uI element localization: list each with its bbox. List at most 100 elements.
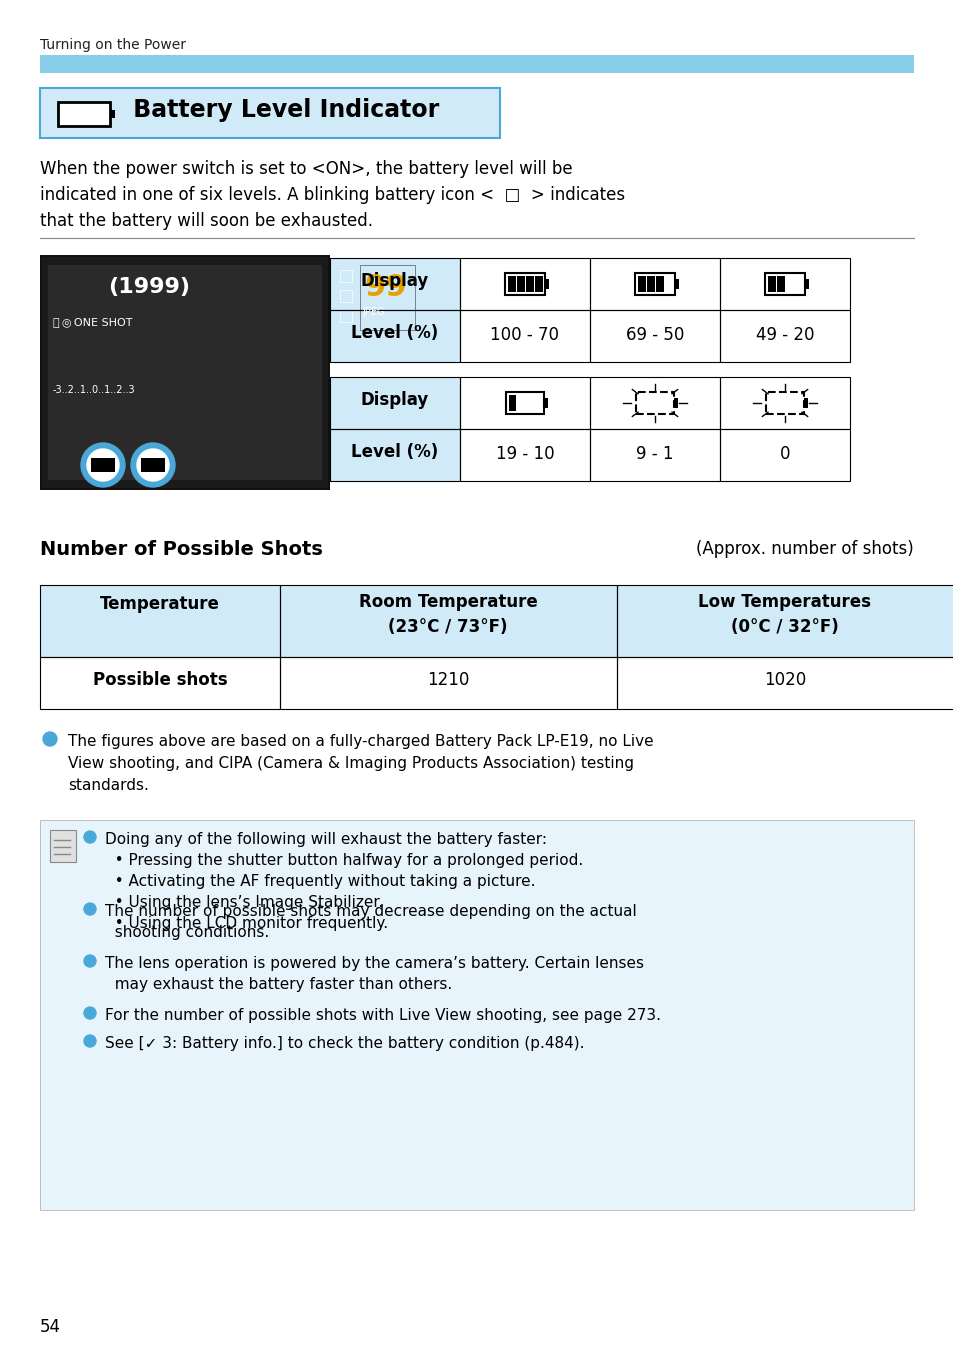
Bar — [42, 257, 328, 488]
Bar — [589, 429, 720, 482]
Bar — [459, 258, 589, 309]
Bar — [339, 309, 352, 321]
Text: 54: 54 — [40, 1318, 61, 1336]
Bar — [459, 309, 589, 362]
Bar — [589, 377, 720, 429]
Bar — [673, 398, 678, 408]
Bar — [720, 258, 849, 309]
Text: indicated in one of six levels. A blinking battery icon <  □  > indicates: indicated in one of six levels. A blinki… — [40, 186, 624, 204]
Text: Turning on the Power: Turning on the Power — [40, 38, 186, 52]
Bar — [517, 276, 524, 292]
Bar — [40, 820, 913, 1210]
Bar — [765, 391, 803, 414]
Bar — [535, 276, 542, 292]
Text: Low Temperatures
(0°C / 32°F): Low Temperatures (0°C / 32°F) — [698, 593, 871, 636]
Text: Battery Level Indicator: Battery Level Indicator — [125, 98, 438, 122]
Circle shape — [81, 443, 125, 487]
Bar — [280, 585, 617, 656]
Bar — [339, 309, 352, 321]
Text: 0: 0 — [779, 445, 789, 463]
Bar — [589, 377, 720, 429]
Bar — [635, 273, 675, 295]
Text: 19 - 10: 19 - 10 — [496, 445, 554, 463]
Bar — [40, 820, 913, 1210]
Bar — [339, 291, 352, 303]
Bar — [767, 276, 775, 292]
Text: ⬜ ◎ ONE SHOT: ⬜ ◎ ONE SHOT — [53, 317, 132, 327]
Bar — [459, 309, 589, 362]
Bar — [720, 429, 849, 482]
Bar — [339, 291, 352, 303]
Bar — [280, 585, 617, 656]
Bar — [646, 276, 655, 292]
Bar — [48, 265, 322, 480]
Bar — [40, 256, 330, 490]
Bar — [359, 265, 415, 330]
Text: 9 - 1: 9 - 1 — [636, 445, 673, 463]
Circle shape — [84, 831, 96, 843]
Circle shape — [84, 955, 96, 967]
Bar — [91, 459, 115, 472]
Text: 100 - 70: 100 - 70 — [490, 325, 558, 344]
Bar — [330, 309, 459, 362]
Bar — [330, 377, 459, 429]
Bar — [589, 258, 720, 309]
Text: (Approx. number of shots): (Approx. number of shots) — [696, 539, 913, 558]
Text: Doing any of the following will exhaust the battery faster:
  • Pressing the shu: Doing any of the following will exhaust … — [105, 833, 582, 931]
Bar — [459, 377, 589, 429]
Bar — [720, 309, 849, 362]
Bar — [543, 398, 547, 408]
Text: Display: Display — [360, 391, 429, 409]
Text: Room Temperature
(23°C / 73°F): Room Temperature (23°C / 73°F) — [358, 593, 537, 636]
Text: Level (%): Level (%) — [351, 324, 438, 342]
Bar — [544, 278, 548, 289]
Bar — [589, 309, 720, 362]
Bar — [459, 429, 589, 482]
Bar — [359, 265, 415, 330]
Text: 99: 99 — [364, 273, 406, 303]
Bar — [776, 276, 784, 292]
Bar — [507, 276, 516, 292]
Bar — [509, 395, 516, 412]
Text: Number of Possible Shots: Number of Possible Shots — [40, 539, 322, 560]
Bar — [62, 106, 71, 122]
Bar — [589, 429, 720, 482]
Bar — [280, 656, 617, 709]
Bar — [339, 270, 352, 282]
Text: (1999): (1999) — [108, 277, 190, 297]
Bar — [73, 106, 82, 122]
Bar — [58, 102, 110, 126]
Text: When the power switch is set to <ON>, the battery level will be: When the power switch is set to <ON>, th… — [40, 160, 572, 178]
Bar — [720, 377, 849, 429]
Bar — [330, 377, 459, 429]
Circle shape — [131, 443, 174, 487]
Text: The lens operation is powered by the camera’s battery. Certain lenses
  may exha: The lens operation is powered by the cam… — [105, 956, 643, 993]
Bar — [141, 459, 165, 472]
Bar — [589, 258, 720, 309]
Circle shape — [87, 449, 119, 482]
Text: 1210: 1210 — [426, 671, 469, 689]
Bar — [339, 270, 352, 282]
Bar — [330, 429, 459, 482]
Bar — [459, 377, 589, 429]
Bar — [459, 258, 589, 309]
Bar — [504, 273, 544, 295]
Bar — [804, 278, 808, 289]
Text: that the battery will soon be exhausted.: that the battery will soon be exhausted. — [40, 213, 373, 230]
Bar — [803, 398, 807, 408]
Bar — [110, 110, 115, 118]
Bar — [720, 377, 849, 429]
Bar — [617, 585, 953, 656]
Bar — [50, 830, 76, 862]
Bar — [40, 585, 280, 656]
Text: 69 - 50: 69 - 50 — [625, 325, 683, 344]
Bar — [617, 585, 953, 656]
Bar — [675, 278, 679, 289]
Text: The number of possible shots may decrease depending on the actual
  shooting con: The number of possible shots may decreas… — [105, 904, 636, 940]
Text: Display: Display — [360, 272, 429, 291]
Bar — [720, 258, 849, 309]
Text: Temperature: Temperature — [100, 594, 220, 613]
Bar — [330, 258, 459, 309]
Bar — [589, 309, 720, 362]
Text: -3..2..1..0..1..2..3: -3..2..1..0..1..2..3 — [53, 385, 135, 395]
